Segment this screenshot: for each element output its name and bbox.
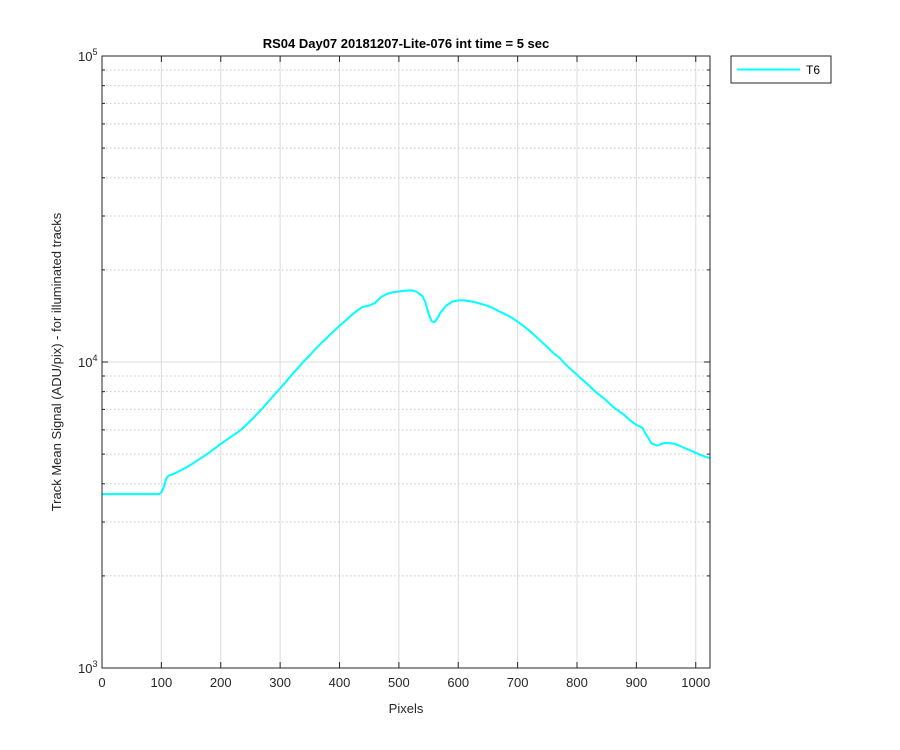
- y-grid: [102, 69, 710, 577]
- y-tick-exponent: 5: [92, 47, 97, 57]
- y-tick-label: 105: [78, 47, 97, 64]
- y-tick-base: 10: [78, 49, 92, 64]
- x-tick-label: 900: [626, 675, 648, 690]
- x-tick-label: 800: [566, 675, 588, 690]
- legend-label-t6: T6: [806, 63, 820, 77]
- y-tick-exponent: 4: [92, 353, 97, 363]
- x-axis-label: Pixels: [389, 701, 424, 716]
- chart-title: RS04 Day07 20181207-Lite-076 int time = …: [263, 36, 550, 51]
- series-layer: [102, 289, 711, 496]
- y-tick-label: 103: [78, 659, 97, 676]
- legend-box: [730, 55, 832, 84]
- x-tick-label: 600: [447, 675, 469, 690]
- x-tick-label: 100: [151, 675, 173, 690]
- ticks-layer: [101, 55, 710, 669]
- y-tick-base: 10: [78, 661, 92, 676]
- x-tick-label: 1000: [681, 675, 710, 690]
- x-tick-label: 700: [507, 675, 529, 690]
- x-tick-label: 500: [388, 675, 410, 690]
- x-tick-label: 300: [269, 675, 291, 690]
- legend[interactable]: T6: [730, 55, 832, 84]
- x-tick-label: 200: [210, 675, 232, 690]
- y-tick-label: 104: [78, 353, 97, 370]
- y-tick-exponent: 3: [92, 659, 97, 669]
- x-tick-label: 400: [329, 675, 351, 690]
- y-tick-base: 10: [78, 355, 92, 370]
- x-tick-label: 0: [98, 675, 105, 690]
- x-tick-labels: 0 100 200 300 400 500 600 700 800 900 1000: [98, 675, 710, 690]
- y-axis-label: Track Mean Signal (ADU/pix) - for illumi…: [49, 212, 64, 511]
- series-line-t6: [102, 289, 711, 496]
